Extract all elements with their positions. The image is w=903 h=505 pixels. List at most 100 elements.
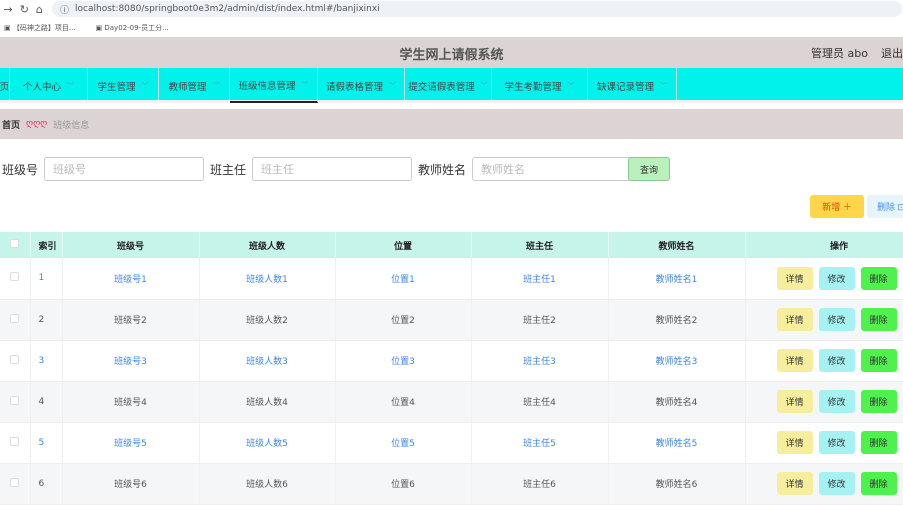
table-cell: 班主任4 xyxy=(471,381,609,423)
table-cell: 教师姓名4 xyxy=(608,381,746,423)
chevron-down-icon: ﹀ xyxy=(67,81,74,90)
detail-button[interactable]: 详情 xyxy=(776,390,813,413)
nav-item[interactable]: 提交请假表管理 ﹀ xyxy=(405,68,492,103)
head-teacher-input[interactable] xyxy=(252,157,413,181)
detail-button[interactable]: 详情 xyxy=(776,349,813,372)
column-header: 操作 xyxy=(745,232,903,258)
delete-button[interactable]: 删除 xyxy=(860,266,897,290)
bookmark[interactable]: ▣ 【码神之路】项目... xyxy=(4,23,76,32)
batch-delete-button[interactable]: 删除 ⊡ xyxy=(867,195,903,218)
select-all-checkbox[interactable] xyxy=(0,232,31,258)
logout-link[interactable]: 退出 xyxy=(881,47,903,60)
table-cell: 班级人数3 xyxy=(199,340,336,382)
delete-button[interactable]: 删除 xyxy=(860,308,897,331)
nav-item[interactable]: 个人中心 ﹀ xyxy=(10,68,88,103)
table-cell: 位置6 xyxy=(335,463,472,505)
table-row: 2 班级号2 班级人数2 位置2 班主任2 教师姓名2 详情 修改 删除 xyxy=(0,299,903,341)
add-button[interactable]: 新增 ＋ xyxy=(810,195,864,218)
row-checkbox[interactable] xyxy=(0,299,31,341)
class-no-input[interactable] xyxy=(44,157,205,181)
edit-button[interactable]: 修改 xyxy=(818,390,855,413)
row-checkbox[interactable] xyxy=(0,422,31,464)
breadcrumb-current: 班级信息 xyxy=(53,120,90,131)
table-cell: 2 xyxy=(30,299,63,341)
nav-item[interactable]: 请假表格管理 ﹀ xyxy=(318,68,405,103)
row-actions: 详情 修改 删除 xyxy=(745,381,903,423)
table-cell: 班级人数4 xyxy=(199,381,336,423)
column-header: 班级号 xyxy=(62,232,200,258)
nav-item-label: 提交请假表管理 xyxy=(408,81,475,93)
table-cell: 班级号4 xyxy=(62,381,200,423)
edit-button[interactable]: 修改 xyxy=(818,349,855,372)
table-cell: 教师姓名3 xyxy=(608,340,746,382)
table-cell: 位置2 xyxy=(335,299,472,341)
breadcrumb-home[interactable]: 首页 xyxy=(2,120,21,131)
nav-item-label: 个人中心 xyxy=(22,81,61,93)
head-teacher-label: 班主任 xyxy=(210,162,247,177)
query-button[interactable]: 查询 xyxy=(628,157,670,181)
table-cell: 班级号2 xyxy=(62,299,200,341)
nav-buttons[interactable]: → ↻ ⌂ xyxy=(0,2,43,16)
nav-item[interactable]: 学生管理 ﹀ xyxy=(88,68,159,103)
table-cell: 班级号5 xyxy=(62,422,200,464)
table-cell: 5 xyxy=(30,422,63,464)
nav-item-label: 班级信息管理 xyxy=(238,80,296,92)
delete-button[interactable]: 删除 xyxy=(860,472,897,495)
table-cell: 班级人数5 xyxy=(199,422,336,464)
nav-item[interactable]: 班级信息管理 ﹀ xyxy=(230,68,318,103)
nav-item[interactable]: 缺课记录管理 ﹀ xyxy=(588,68,677,103)
table-cell: 3 xyxy=(30,340,63,382)
column-header: 索引 xyxy=(30,232,63,258)
detail-button[interactable]: 详情 xyxy=(776,266,813,290)
info-icon: ⓘ xyxy=(60,5,70,16)
table-cell: 班主任2 xyxy=(471,299,609,341)
table-row: 5 班级号5 班级人数5 位置5 班主任5 教师姓名5 详情 修改 删除 xyxy=(0,422,903,464)
table-cell: 班主任6 xyxy=(471,463,609,505)
class-no-label: 班级号 xyxy=(2,162,39,177)
nav-item[interactable]: 学生考勤管理 ﹀ xyxy=(492,68,588,103)
detail-button[interactable]: 详情 xyxy=(776,431,813,454)
table-row: 6 班级号6 班级人数6 位置6 班主任6 教师姓名6 详情 修改 删除 xyxy=(0,463,903,505)
table-cell: 教师姓名2 xyxy=(608,299,746,341)
delete-button[interactable]: 删除 xyxy=(860,431,897,454)
nav-item-label: 学生管理 xyxy=(97,81,136,93)
app-title: 学生网上请假系统 xyxy=(399,48,504,63)
chevron-down-icon: ﹀ xyxy=(141,81,149,90)
table-cell: 位置4 xyxy=(335,381,472,423)
edit-button[interactable]: 修改 xyxy=(818,308,855,331)
breadcrumb-separator: ღღღ xyxy=(26,119,48,129)
row-checkbox[interactable] xyxy=(0,463,31,505)
table-row: 4 班级号4 班级人数4 位置4 班主任4 教师姓名4 详情 修改 删除 xyxy=(0,381,903,423)
row-checkbox[interactable] xyxy=(0,258,31,300)
column-header: 班级人数 xyxy=(199,232,336,258)
row-actions: 详情 修改 删除 xyxy=(745,422,903,464)
table-cell: 班主任3 xyxy=(471,340,609,382)
table-cell: 位置1 xyxy=(335,258,472,300)
chevron-down-icon: ﹀ xyxy=(480,81,488,90)
teacher-name-input[interactable] xyxy=(472,157,633,181)
table-cell: 教师姓名1 xyxy=(608,258,746,300)
app-header: 学生网上请假系统 管理员 abo 退出 xyxy=(0,37,903,68)
delete-button[interactable]: 删除 xyxy=(860,390,897,413)
class-table: 索引 班级号 班级人数 位置 班主任 教师姓名 操作 1 班级号1 班级人数1 位置1 班主任1 教师… xyxy=(0,232,903,505)
table-cell: 班级人数6 xyxy=(199,463,336,505)
table-cell: 班级号3 xyxy=(62,340,200,382)
chevron-down-icon: ﹀ xyxy=(389,81,396,90)
row-checkbox[interactable] xyxy=(0,381,31,423)
table-cell: 班主任1 xyxy=(471,258,609,300)
row-actions: 详情 修改 删除 xyxy=(745,258,903,300)
edit-button[interactable]: 修改 xyxy=(818,431,855,454)
detail-button[interactable]: 详情 xyxy=(776,308,813,331)
chevron-down-icon: ﹀ xyxy=(660,81,667,90)
edit-button[interactable]: 修改 xyxy=(818,266,855,290)
delete-button[interactable]: 删除 xyxy=(860,349,897,372)
teacher-name-label: 教师姓名 xyxy=(418,162,467,177)
row-checkbox[interactable] xyxy=(0,340,31,382)
table-cell: 班级人数1 xyxy=(199,258,336,300)
bookmark[interactable]: ▣ Day02-09-员工分... xyxy=(95,23,169,32)
address-bar[interactable]: ⓘ localhost:8080/springboot0e3m2/admin/di… xyxy=(52,1,902,17)
nav-item[interactable]: 教师管理 ﹀ xyxy=(159,68,230,103)
edit-button[interactable]: 修改 xyxy=(818,472,855,495)
detail-button[interactable]: 详情 xyxy=(776,472,813,495)
nav-item[interactable]: 页 xyxy=(0,68,10,103)
